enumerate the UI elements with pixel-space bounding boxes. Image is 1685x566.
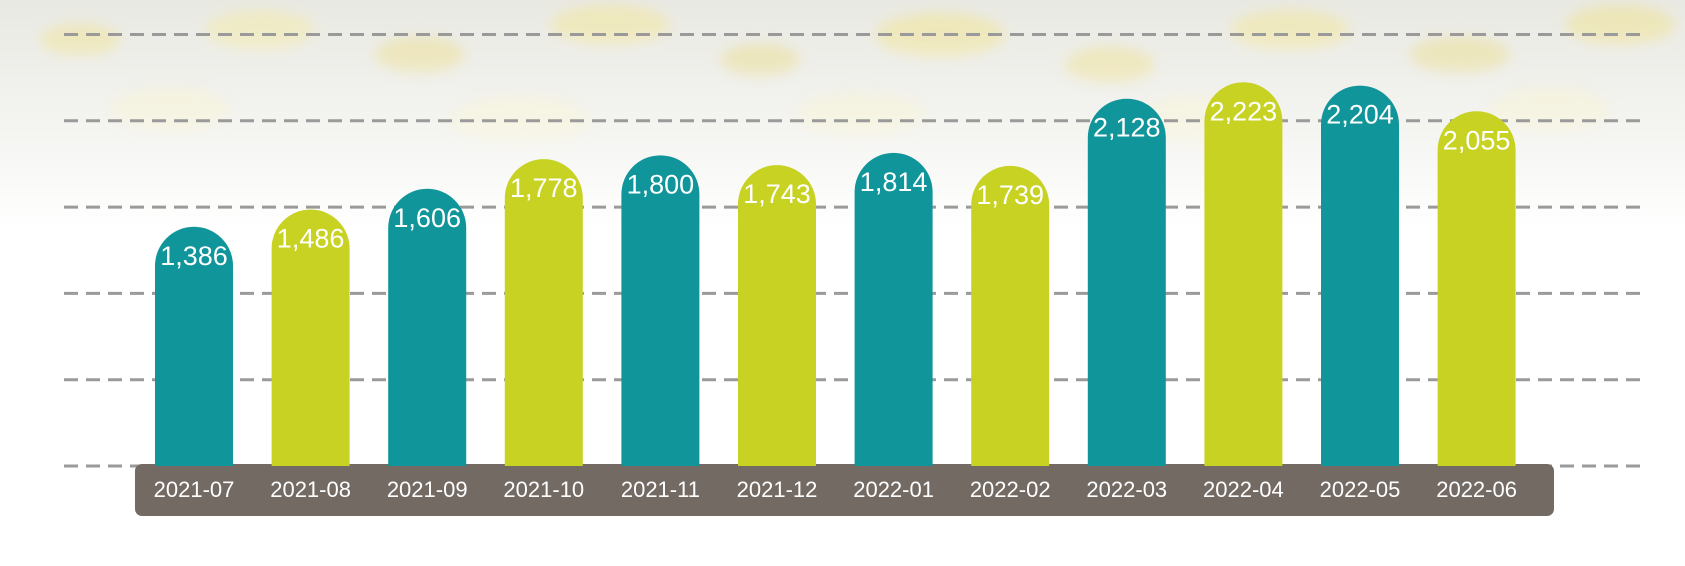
bar-2022-06 [1437, 111, 1516, 466]
bar-2022-05 [1321, 85, 1399, 466]
value-label: 1,386 [160, 241, 228, 271]
x-tick-label: 2021-08 [270, 477, 351, 502]
value-label: 1,800 [627, 169, 695, 199]
value-label: 2,128 [1093, 113, 1161, 143]
x-tick-label: 2021-07 [154, 477, 235, 502]
x-tick-label: 2022-04 [1203, 477, 1284, 502]
bar-2022-03 [1087, 98, 1166, 466]
bar-2021-09 [388, 188, 467, 467]
x-tick-labels: 2021-07 2021-08 2021-09 2021-10 2021-11 2021-… [154, 477, 1517, 502]
x-tick-label: 2021-11 [621, 477, 700, 502]
value-label: 1,778 [510, 173, 578, 203]
value-label: 2,223 [1210, 96, 1278, 126]
x-tick-label: 2021-10 [503, 477, 584, 502]
value-labels: 1,386 1,486 1,606 1,778 1,800 1,743 1,814 1,739… [160, 96, 1510, 270]
bar-2021-12 [738, 165, 816, 466]
x-tick-label: 2021-12 [737, 477, 818, 502]
x-axis [135, 464, 1554, 516]
bar-2022-01 [854, 152, 933, 466]
bar-2021-10 [504, 159, 583, 467]
value-label: 1,606 [393, 203, 461, 233]
value-label: 1,486 [277, 224, 345, 254]
value-label: 1,743 [743, 179, 811, 209]
x-tick-label: 2022-03 [1086, 477, 1167, 502]
x-tick-label: 2022-05 [1320, 477, 1401, 502]
value-label: 1,814 [860, 167, 928, 197]
bar-2022-02 [971, 165, 1050, 466]
value-label: 2,055 [1443, 125, 1511, 155]
value-label: 1,739 [976, 180, 1044, 210]
x-axis-band [135, 464, 1554, 516]
value-label: 2,204 [1326, 100, 1394, 130]
bar-2021-07 [155, 226, 233, 466]
x-tick-label: 2022-06 [1436, 477, 1517, 502]
bars [155, 82, 1516, 467]
x-tick-label: 2022-01 [853, 477, 934, 502]
bar-2022-04 [1204, 82, 1283, 466]
bar-2021-08 [271, 209, 350, 466]
x-tick-label: 2022-02 [970, 477, 1051, 502]
x-tick-label: 2021-09 [387, 477, 468, 502]
bar-2021-11 [621, 155, 700, 466]
